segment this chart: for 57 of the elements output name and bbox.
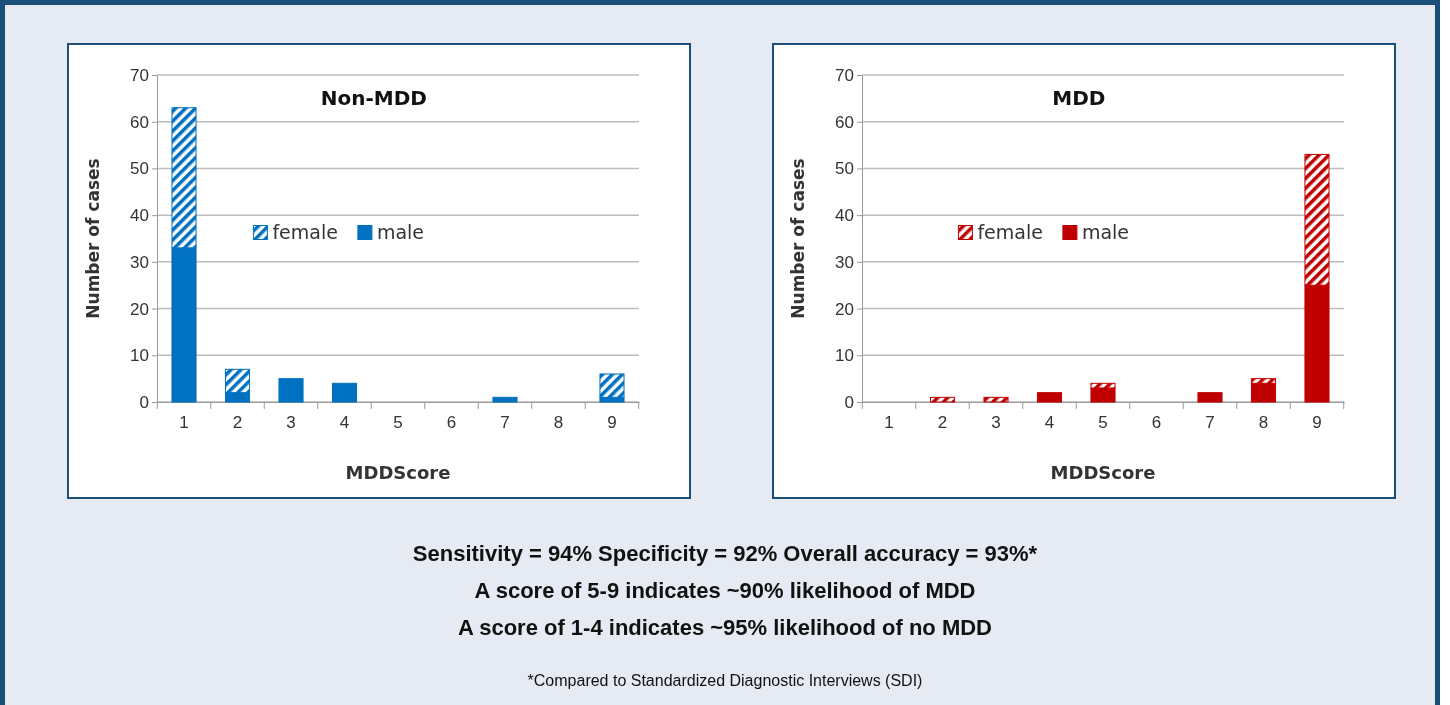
x-tick-label: 7: [500, 413, 510, 433]
y-tick-label: 10: [130, 346, 149, 366]
legend-label: female: [272, 220, 338, 243]
x-tick-label: 7: [1205, 413, 1215, 433]
x-tick-label: 1: [884, 413, 894, 433]
x-tick-label: 4: [339, 413, 350, 433]
y-tick-label: 20: [835, 299, 854, 319]
text: *Compared to Standardized Diagnostic Interviews (SDI): [526, 672, 924, 690]
text: A score of 5-9 indicates ~90% likelihood of MDD: [473, 577, 977, 605]
bar: [1090, 387, 1116, 403]
x-tick-label: 5: [393, 413, 403, 433]
x-tick-label: 6: [1151, 413, 1162, 433]
y-tick-label: 10: [835, 346, 854, 366]
x-tick-label: 4: [1044, 413, 1055, 433]
bar: [278, 378, 304, 403]
x-tick-label: 3: [991, 413, 1001, 433]
bar: [1036, 392, 1063, 403]
y-tick-label: 20: [130, 299, 149, 319]
y-tick-label: 60: [130, 112, 149, 132]
y-tick-label: 30: [835, 252, 854, 272]
legend-label: male: [1081, 220, 1130, 243]
text: A score of 1-4 indicates ~95% likelihood of no MDD: [457, 614, 993, 642]
y-tick-label: 70: [130, 65, 149, 85]
bar: [929, 396, 956, 403]
y-axis-title: Number of cases: [788, 158, 808, 319]
bar: [1197, 392, 1223, 403]
x-tick-label: 5: [1098, 413, 1108, 433]
bar: [1250, 382, 1277, 403]
y-tick-label: 40: [835, 206, 854, 226]
x-axis-title: MDDScore: [1050, 462, 1156, 483]
x-tick-label: 3: [286, 413, 296, 433]
bar: [492, 396, 518, 403]
legend-label: female: [977, 220, 1043, 243]
x-tick-label: 2: [232, 413, 243, 433]
y-tick-label: 50: [130, 159, 149, 179]
y-tick-label: 60: [835, 112, 854, 132]
x-tick-label: 8: [553, 413, 564, 433]
text: Sensitivity = 94% Specificity = 92% Overall accuracy = 93%*: [411, 540, 1039, 568]
x-axis-title: MDDScore: [345, 462, 451, 483]
y-tick-label: 30: [130, 252, 149, 272]
y-tick-label: 50: [835, 159, 854, 179]
y-tick-label: 0: [139, 392, 149, 412]
x-tick-label: 2: [937, 413, 948, 433]
x-tick-label: 1: [179, 413, 189, 433]
x-tick-label: 8: [1258, 413, 1269, 433]
x-tick-label: 9: [607, 413, 617, 433]
y-tick-label: 70: [835, 65, 854, 85]
y-tick-label: 40: [130, 206, 149, 226]
y-axis-title: Number of cases: [83, 158, 103, 319]
y-tick-label: 0: [844, 392, 854, 412]
text: Non-MDD: [320, 86, 427, 110]
bar: [983, 396, 1009, 403]
legend-label: male: [376, 220, 425, 243]
bar: [331, 382, 358, 403]
x-tick-label: 9: [1312, 413, 1322, 433]
text: MDD: [1052, 86, 1106, 110]
x-tick-label: 6: [446, 413, 457, 433]
